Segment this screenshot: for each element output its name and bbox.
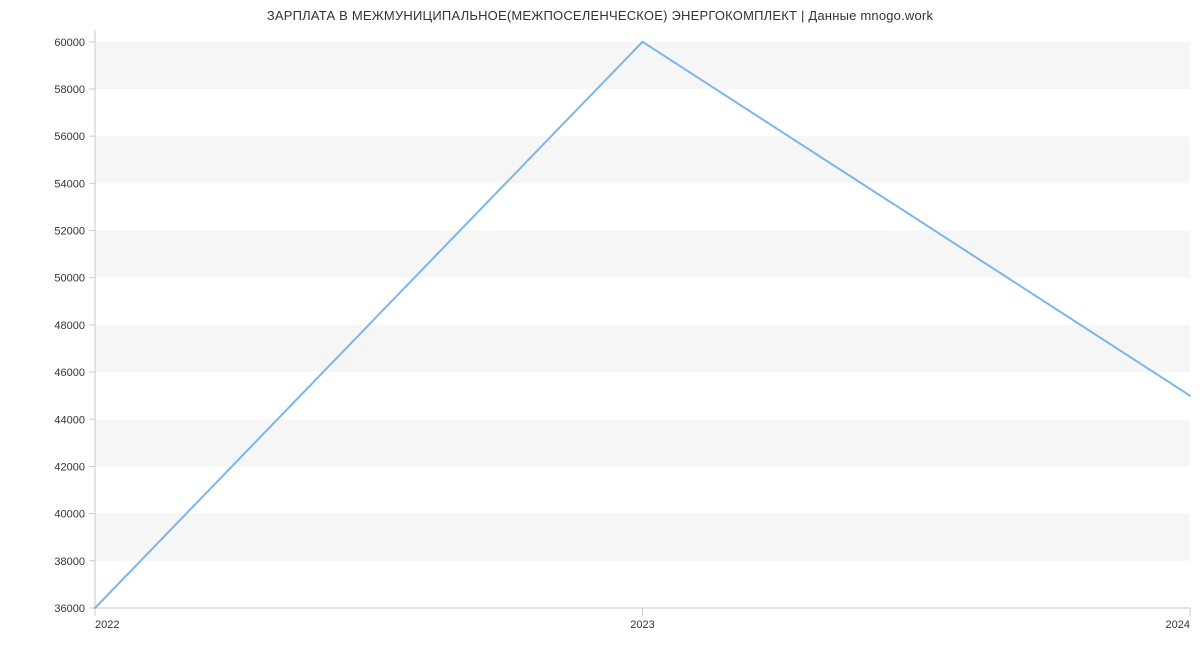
y-tick-label: 36000 — [54, 603, 85, 615]
chart-svg: 36000 38000 40000 42000 44000 46000 48000 50000… — [0, 0, 1200, 650]
y-tick-label: 50000 — [54, 273, 85, 285]
y-tick-label: 40000 — [54, 509, 85, 521]
chart-title: ЗАРПЛАТА В МЕЖМУНИЦИПАЛЬНОЕ(МЕЖПОСЕЛЕНЧЕ… — [0, 8, 1200, 23]
y-tick-label: 56000 — [54, 131, 85, 143]
y-tick-label: 52000 — [54, 226, 85, 238]
x-tick-label: 2024 — [1166, 619, 1190, 631]
y-tick-label: 60000 — [54, 37, 85, 49]
y-tick-label: 58000 — [54, 84, 85, 96]
y-tick-label: 38000 — [54, 556, 85, 568]
x-tick-label: 2023 — [630, 619, 654, 631]
y-tick-label: 54000 — [54, 178, 85, 190]
salary-chart: ЗАРПЛАТА В МЕЖМУНИЦИПАЛЬНОЕ(МЕЖПОСЕЛЕНЧЕ… — [0, 0, 1200, 650]
y-tick-label: 42000 — [54, 461, 85, 473]
y-tick-label: 46000 — [54, 367, 85, 379]
x-tick-label: 2022 — [95, 619, 119, 631]
y-tick-label: 44000 — [54, 414, 85, 426]
y-tick-label: 48000 — [54, 320, 85, 332]
